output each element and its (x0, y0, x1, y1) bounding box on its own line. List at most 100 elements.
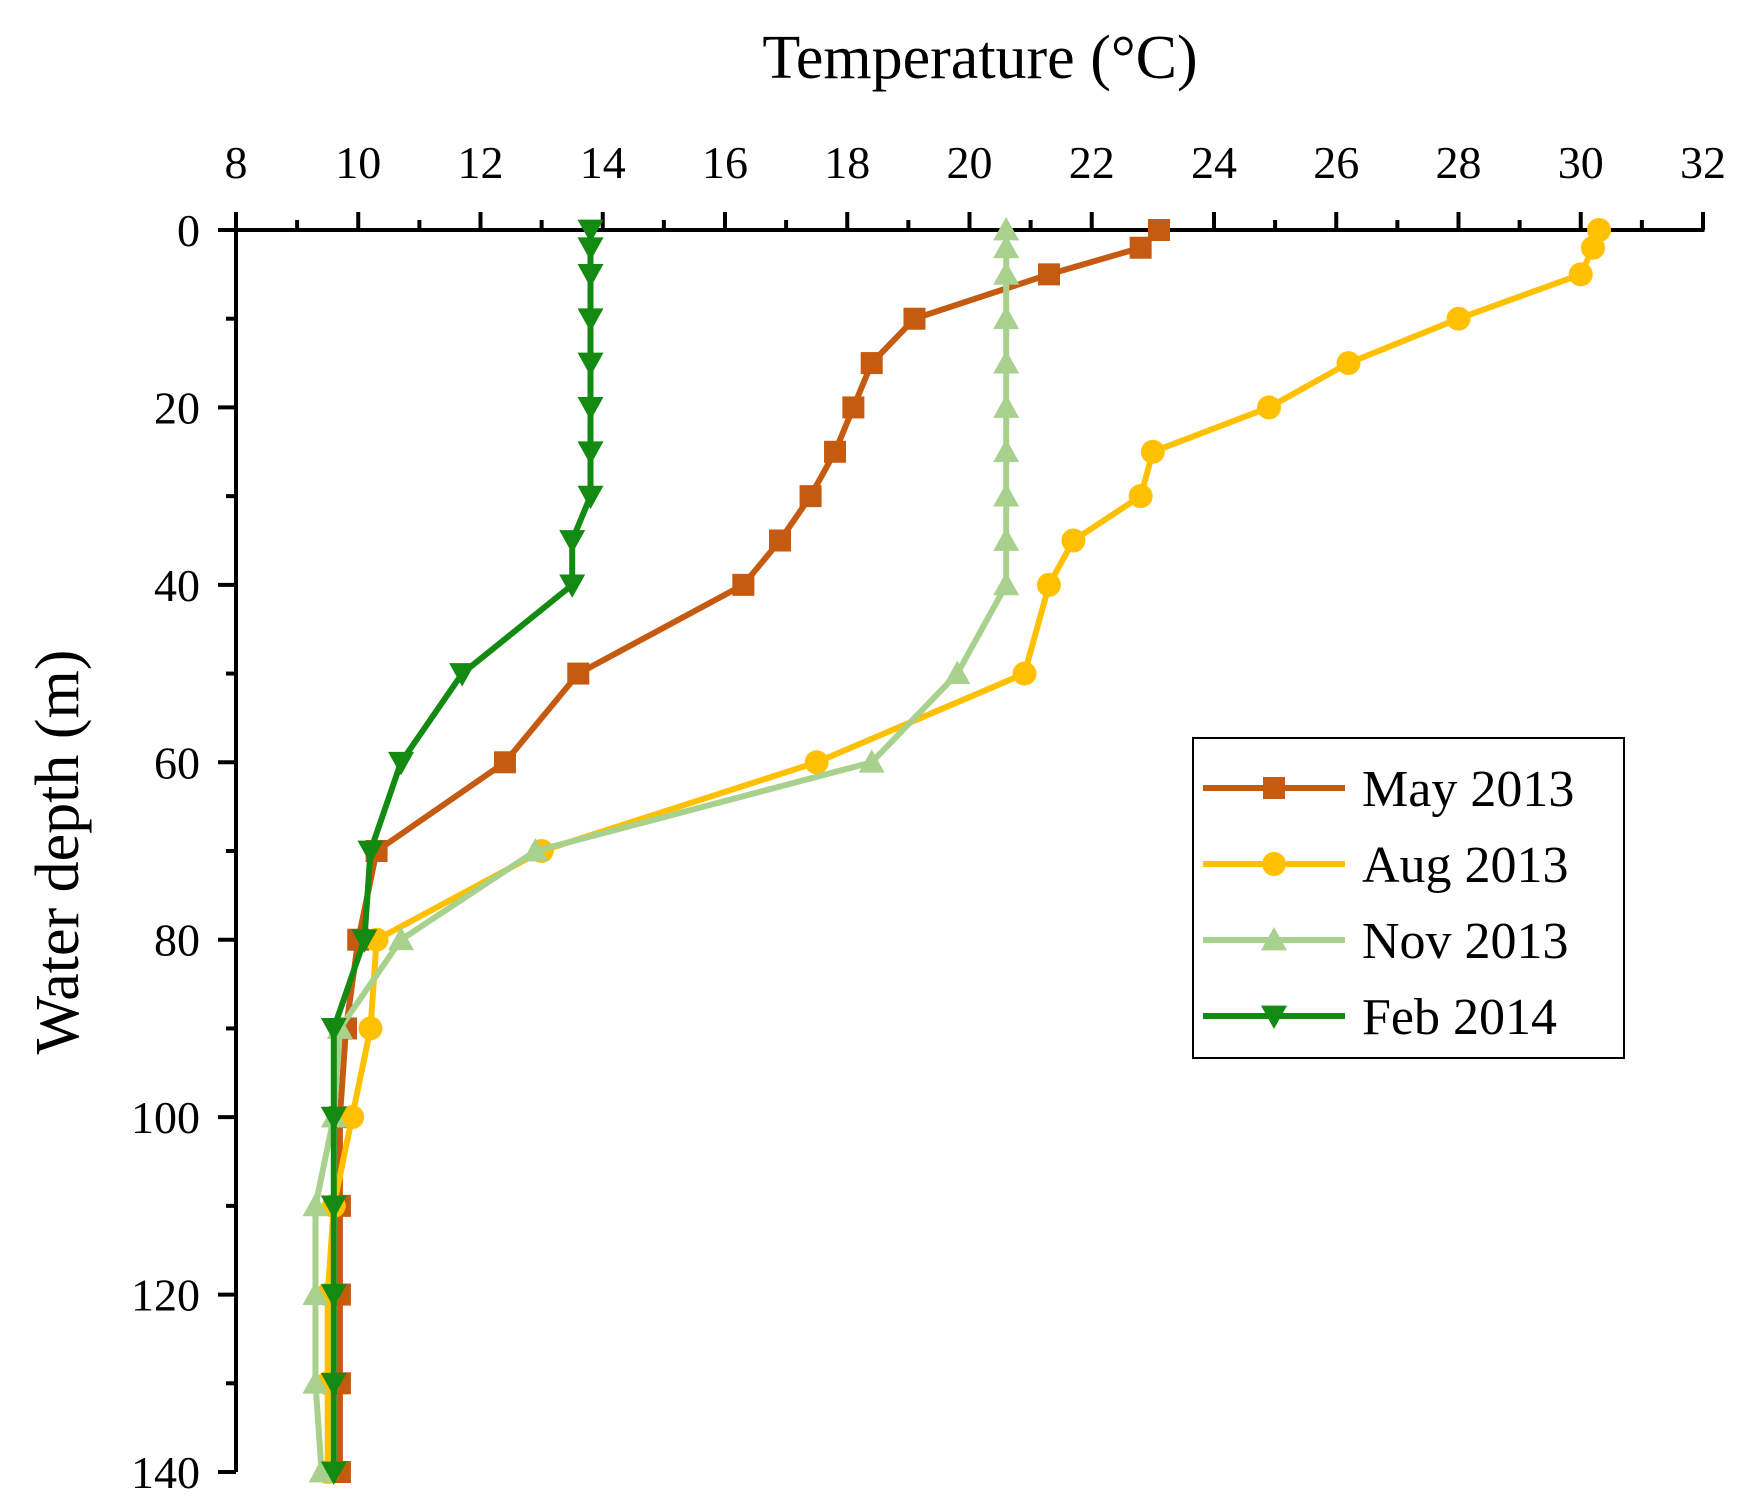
data-point-feb-2014 (388, 751, 415, 776)
data-point-may-2013 (1147, 219, 1170, 241)
legend-entry-aug-2013: Aug 2013 (1203, 837, 1569, 894)
data-point-may-2013 (903, 307, 926, 330)
data-point-may-2013 (824, 440, 847, 463)
data-point-feb-2014 (449, 663, 476, 687)
legend-marker-may-2013 (1263, 777, 1285, 799)
data-point-nov-2013 (993, 305, 1020, 330)
x-tick-label: 24 (1191, 137, 1237, 188)
data-point-may-2013 (1037, 263, 1060, 286)
y-tick-label: 20 (154, 382, 200, 433)
data-point-feb-2014 (320, 1461, 347, 1485)
series-feb-2014 (320, 219, 604, 1485)
legend-label: May 2013 (1362, 761, 1574, 818)
y-tick-label: 140 (131, 1447, 200, 1498)
legend-label: Feb 2014 (1362, 989, 1557, 1046)
data-point-nov-2013 (993, 217, 1020, 241)
x-tick-label: 16 (702, 137, 748, 188)
y-tick-label: 100 (131, 1092, 200, 1143)
data-point-feb-2014 (577, 263, 604, 288)
data-point-aug-2013 (1012, 661, 1037, 686)
data-point-feb-2014 (577, 308, 604, 332)
data-point-aug-2013 (1336, 351, 1361, 376)
data-point-nov-2013 (993, 571, 1020, 596)
series-line-nov-2013 (312, 230, 1010, 1473)
x-tick-label: 32 (1680, 137, 1726, 188)
legend-entry-feb-2014: Feb 2014 (1203, 989, 1557, 1046)
data-point-aug-2013 (1568, 262, 1593, 287)
data-point-may-2013 (799, 485, 822, 508)
x-tick-label: 28 (1436, 137, 1482, 188)
data-point-feb-2014 (577, 485, 604, 510)
x-tick-label: 14 (580, 137, 626, 188)
data-point-feb-2014 (351, 929, 378, 953)
data-point-feb-2014 (577, 352, 604, 377)
data-point-nov-2013 (944, 660, 971, 684)
data-point-aug-2013 (1446, 306, 1471, 331)
data-point-nov-2013 (993, 438, 1020, 463)
data-point-feb-2014 (577, 219, 604, 243)
data-point-feb-2014 (320, 1372, 347, 1397)
legend-entry-may-2013: May 2013 (1203, 761, 1574, 818)
data-point-nov-2013 (993, 394, 1020, 418)
y-tick-label: 0 (177, 205, 200, 256)
data-point-nov-2013 (522, 838, 549, 862)
axes: 8 10 12 14 16 18 20 22 24 26 28 30 32 0 20 40 60 80 100 120… (131, 137, 1726, 1498)
y-axis-title: Water depth (m) (24, 650, 92, 1055)
y-tick-label: 60 (154, 737, 200, 788)
legend-marker-aug-2013 (1262, 852, 1286, 876)
data-point-may-2013 (769, 529, 792, 552)
data-point-aug-2013 (340, 1105, 365, 1130)
data-point-may-2013 (732, 573, 755, 596)
data-point-feb-2014 (577, 397, 604, 421)
y-tick-label: 80 (154, 915, 200, 966)
data-point-nov-2013 (993, 483, 1020, 507)
data-point-nov-2013 (858, 749, 885, 773)
data-point-feb-2014 (577, 237, 604, 261)
legend-marker-nov-2013 (1261, 927, 1287, 951)
x-tick-label: 22 (1069, 137, 1115, 188)
data-point-feb-2014 (559, 530, 586, 554)
data-point-aug-2013 (1128, 484, 1153, 509)
data-point-nov-2013 (388, 926, 415, 951)
data-point-may-2013 (1129, 236, 1152, 259)
data-point-feb-2014 (577, 441, 604, 465)
legend-label: Aug 2013 (1362, 837, 1569, 894)
series-line-aug-2013 (324, 229, 1602, 1472)
data-point-may-2013 (567, 662, 590, 685)
data-point-nov-2013 (993, 350, 1020, 374)
data-series (302, 217, 1612, 1485)
x-tick-label: 12 (458, 137, 504, 188)
x-tick-label: 18 (824, 137, 870, 188)
data-point-aug-2013 (358, 1016, 383, 1041)
series-may-2013 (328, 219, 1170, 1483)
data-point-nov-2013 (993, 527, 1020, 551)
data-point-feb-2014 (320, 1018, 347, 1042)
data-point-feb-2014 (320, 1195, 347, 1219)
data-point-aug-2013 (1580, 235, 1605, 260)
data-point-feb-2014 (357, 840, 384, 864)
x-axis-title: Temperature (°C) (762, 24, 1197, 92)
x-tick-label: 8 (225, 137, 248, 188)
data-point-may-2013 (860, 352, 883, 375)
data-point-nov-2013 (302, 1370, 329, 1394)
y-tick-label: 40 (154, 560, 200, 611)
y-tick-label: 120 (131, 1270, 200, 1321)
legend-marker-feb-2014 (1261, 1005, 1287, 1029)
data-point-aug-2013 (1061, 528, 1086, 553)
data-point-nov-2013 (993, 234, 1020, 259)
data-point-nov-2013 (302, 1192, 329, 1217)
data-point-nov-2013 (302, 1281, 329, 1305)
x-tick-label: 10 (335, 137, 381, 188)
x-tick-label: 30 (1558, 137, 1604, 188)
legend-label: Nov 2013 (1362, 913, 1569, 970)
data-point-may-2013 (493, 751, 516, 774)
data-point-aug-2013 (804, 750, 829, 775)
series-line-may-2013 (336, 227, 1162, 1472)
data-point-nov-2013 (308, 1459, 335, 1483)
data-point-feb-2014 (559, 574, 586, 598)
x-tick-label: 26 (1313, 137, 1359, 188)
data-point-aug-2013 (1257, 395, 1282, 420)
data-point-may-2013 (842, 396, 865, 419)
x-tick-label: 20 (947, 137, 993, 188)
